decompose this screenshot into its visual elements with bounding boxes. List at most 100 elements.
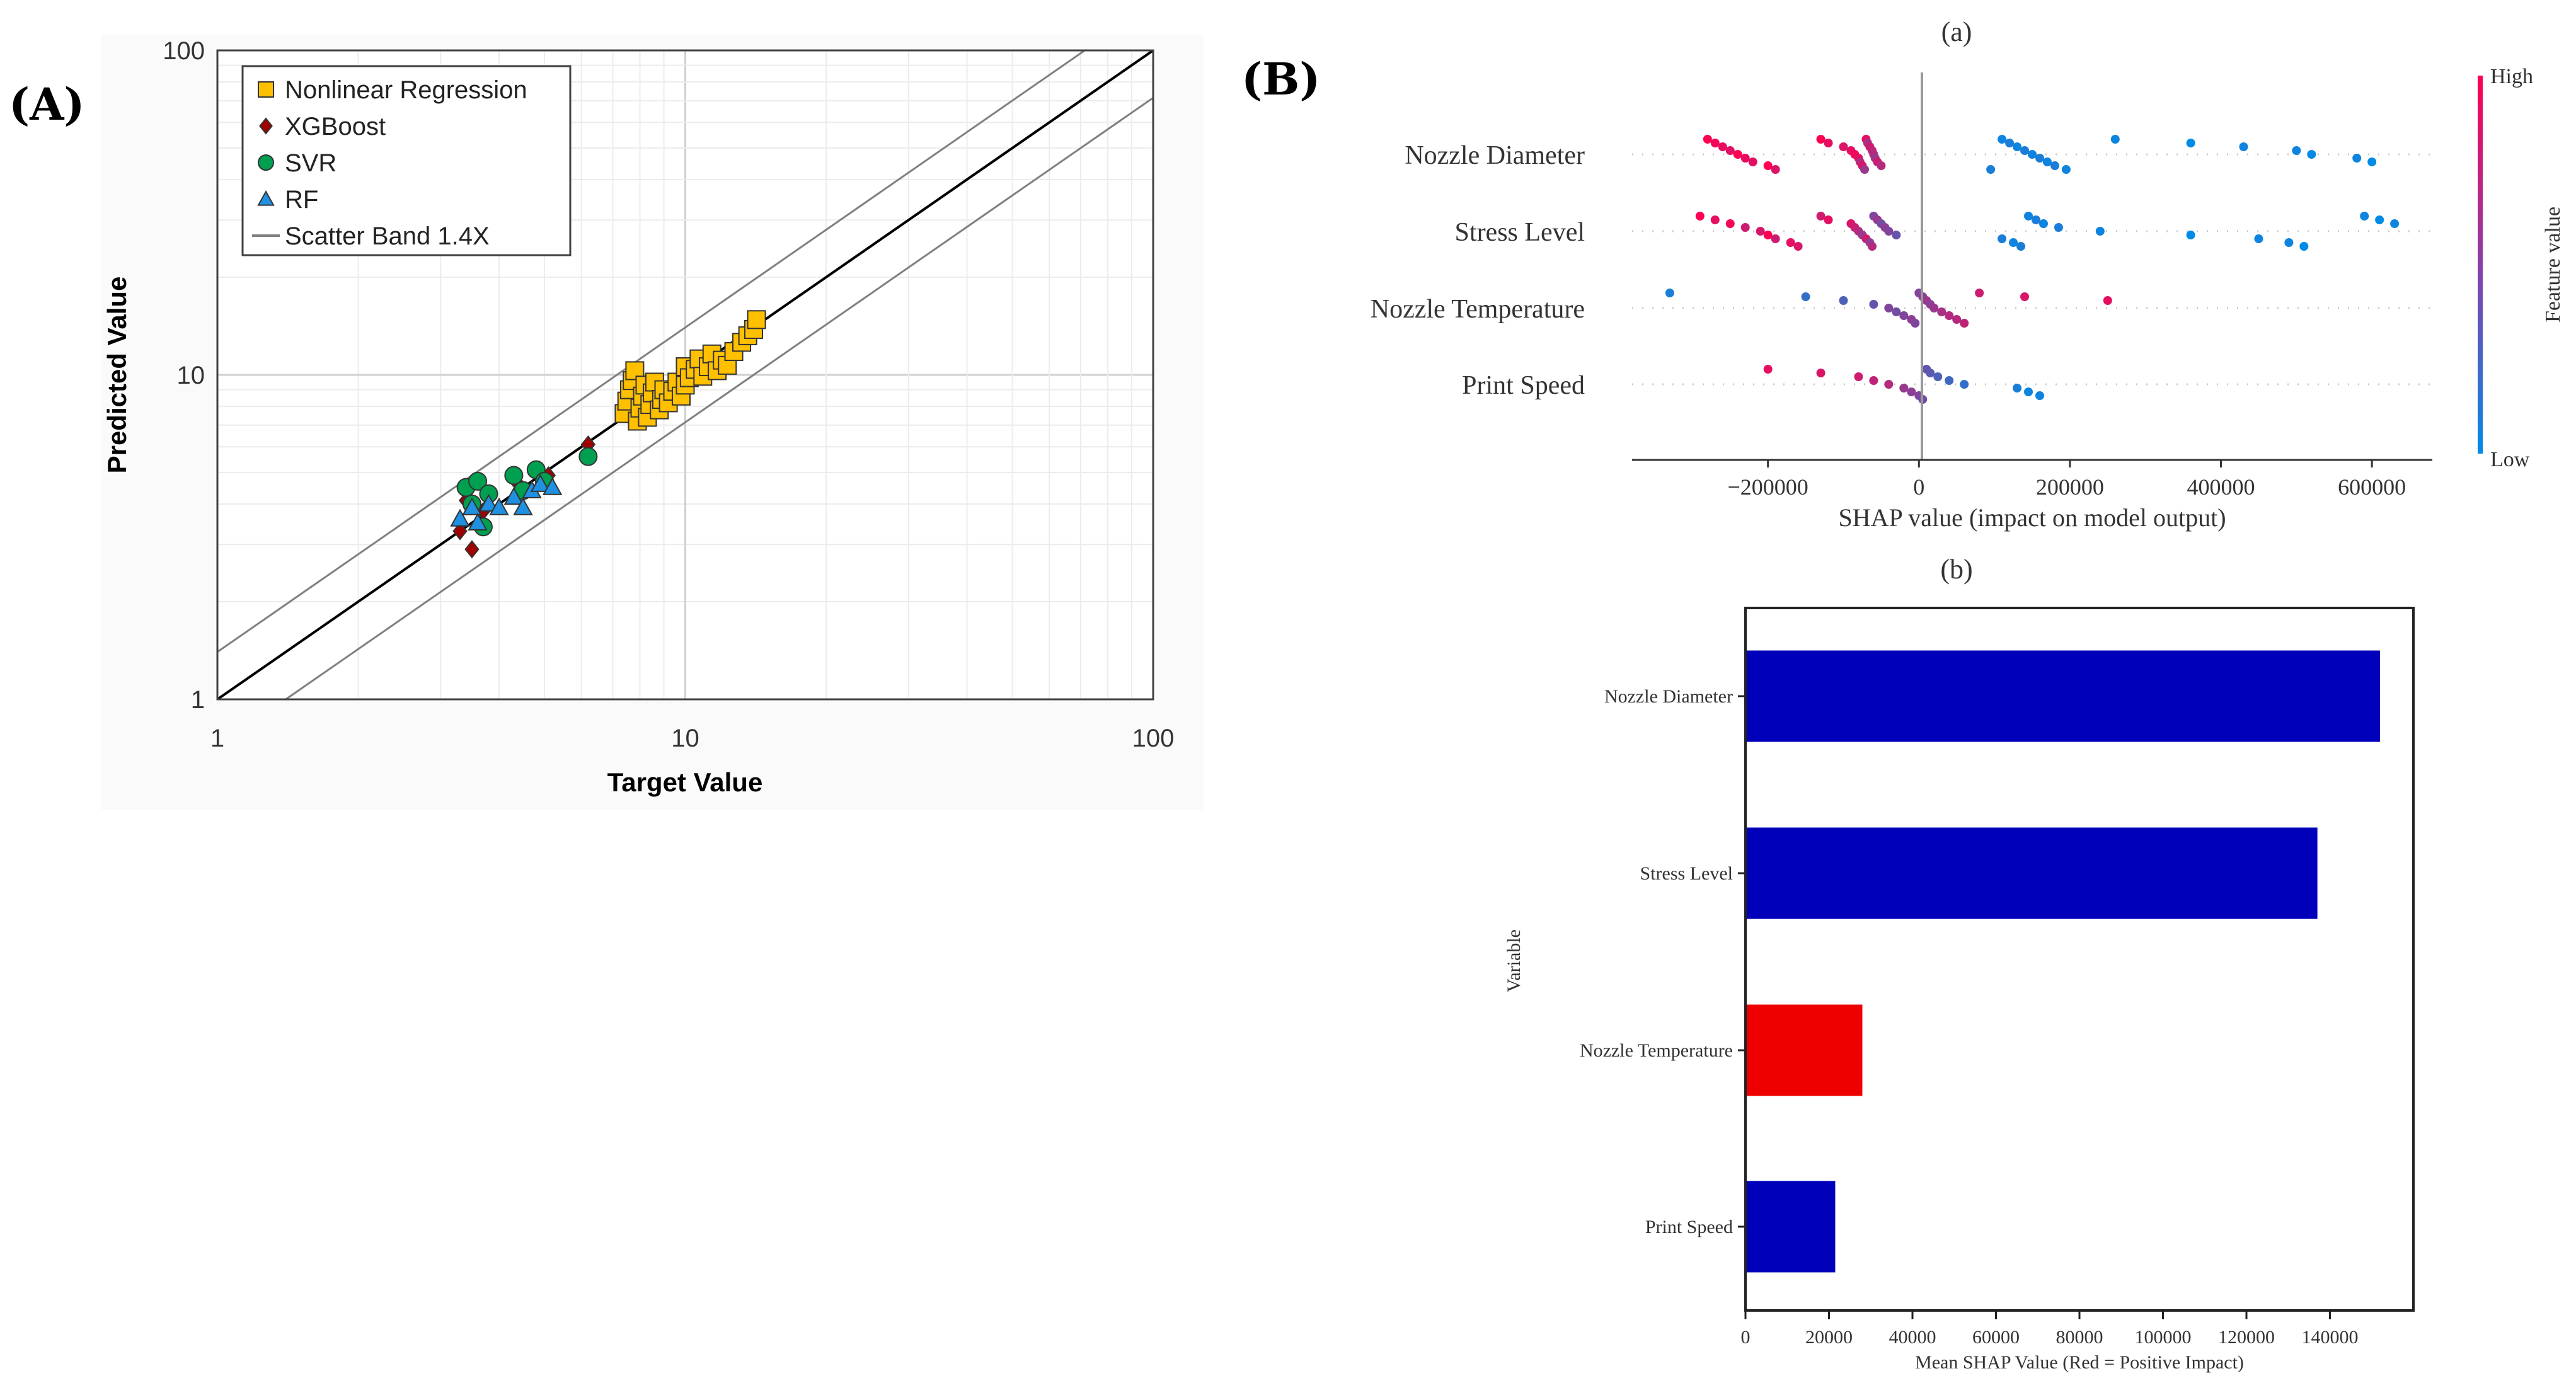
y-axis-label-a: Predicted Value xyxy=(102,277,132,474)
shap-point-print-speed xyxy=(1899,384,1909,393)
panel-label-b: (B) xyxy=(1241,53,1320,105)
category-label-nozzle-temperature: Nozzle Temperature xyxy=(1580,1040,1733,1061)
legend-box-a xyxy=(241,65,572,256)
y-axis-label-b-b: Variable xyxy=(1504,929,1524,992)
shap-point-nozzle-diameter xyxy=(2005,139,2015,147)
shap-point-print-speed xyxy=(1933,372,1943,381)
shap-point-nozzle-temperature xyxy=(2103,296,2112,305)
shap-point-nozzle-temperature xyxy=(1869,300,1878,309)
data-point-rf xyxy=(503,486,524,505)
legend-label-rf: RF xyxy=(285,186,318,214)
shap-point-nozzle-diameter xyxy=(1998,135,2007,144)
shap-point-stress-level xyxy=(1884,227,1894,236)
x-tick-label: 140000 xyxy=(2302,1327,2359,1348)
shap-point-print-speed xyxy=(1816,369,1826,377)
subtitle-b-a: (a) xyxy=(1941,16,1972,47)
shap-point-nozzle-temperature xyxy=(1884,304,1894,312)
data-point-svr xyxy=(468,471,488,491)
y-tick-label: 100 xyxy=(163,37,205,65)
data-point-nonlinear-regression xyxy=(747,310,766,330)
data-point-rf xyxy=(513,497,533,515)
shap-point-print-speed xyxy=(1926,369,1935,377)
shap-point-nozzle-diameter xyxy=(1986,165,1996,174)
bar-nozzle-diameter xyxy=(1745,650,2380,742)
shap-point-nozzle-diameter xyxy=(2020,146,2030,155)
legend-label-xgboost: XGBoost xyxy=(285,113,386,140)
legend-a: Nonlinear Regression XGBoost SVR RF Scatter … xyxy=(241,65,572,256)
bar-stress-level xyxy=(1745,827,2318,919)
shap-point-nozzle-diameter xyxy=(2307,150,2316,159)
shap-point-nozzle-temperature xyxy=(1975,289,1984,297)
colorbar-high-label: High xyxy=(2490,65,2533,88)
shap-point-nozzle-temperature xyxy=(1801,292,1810,301)
shap-point-stress-level xyxy=(1786,238,1795,247)
shap-point-nozzle-temperature xyxy=(1911,319,1920,328)
shap-point-nozzle-diameter xyxy=(2028,150,2037,159)
shap-point-nozzle-diameter xyxy=(1839,142,1848,151)
shap-point-nozzle-temperature xyxy=(2020,292,2030,301)
shap-point-nozzle-diameter xyxy=(1725,146,1735,155)
x-tick-label: 100000 xyxy=(2135,1327,2192,1348)
shap-point-nozzle-diameter xyxy=(1816,135,1826,144)
x-tick-label: 0 xyxy=(1913,474,1924,500)
shap-point-nozzle-diameter xyxy=(1877,161,1886,170)
data-point-xgboost xyxy=(452,522,468,541)
shap-point-stress-level xyxy=(1892,231,1901,239)
legend-marker-nonlinear-regression xyxy=(258,81,274,98)
shap-point-stress-level xyxy=(2016,242,2026,251)
shap-point-stress-level xyxy=(2299,242,2309,251)
bars: Nozzle Diameter Stress Level Nozzle Temper… xyxy=(1580,650,2380,1273)
shap-point-nozzle-diameter xyxy=(2110,135,2120,144)
shap-point-nozzle-diameter xyxy=(2050,161,2059,170)
shap-point-nozzle-diameter xyxy=(2035,154,2044,163)
legend-marker-xgboost xyxy=(259,117,273,135)
feature-label-nozzle-diameter: Nozzle Diameter xyxy=(1405,141,1585,170)
x-tick-label: 0 xyxy=(1741,1327,1751,1348)
shap-point-nozzle-diameter xyxy=(1740,154,1750,163)
shap-point-nozzle-diameter xyxy=(2239,142,2248,151)
legend-label-svr: SVR xyxy=(285,149,336,177)
x-tick-label: 40000 xyxy=(1889,1327,1936,1348)
shap-point-nozzle-temperature xyxy=(1899,311,1909,320)
tick-labels-a: 1 10 100 1 10 100 xyxy=(163,37,1174,752)
shap-point-nozzle-diameter xyxy=(2367,158,2377,166)
x-tick-label: 120000 xyxy=(2218,1327,2275,1348)
shap-point-nozzle-diameter xyxy=(1718,142,1727,151)
colorbar xyxy=(2478,76,2483,454)
chart-b-mean-shap: (b) Nozzle Diameter Stress Level Nozzle Te… xyxy=(1504,554,2415,1373)
shap-point-stress-level xyxy=(1793,242,1803,251)
shap-point-nozzle-temperature xyxy=(1952,315,1962,324)
shap-point-stress-level xyxy=(1740,223,1750,232)
shap-point-stress-level xyxy=(2186,231,2195,239)
subtitle-b-b: (b) xyxy=(1940,554,1972,585)
shap-rows: Nozzle Diameter Stress Level Nozzle Temper… xyxy=(1371,135,2432,404)
shap-point-nozzle-temperature xyxy=(1929,304,1939,312)
shap-point-print-speed xyxy=(1945,376,1954,385)
shap-point-nozzle-diameter xyxy=(1771,165,1780,174)
shap-point-stress-level xyxy=(2284,238,2294,247)
shap-point-stress-level xyxy=(2360,212,2369,221)
shap-point-nozzle-temperature xyxy=(1937,307,1946,316)
shap-point-nozzle-temperature xyxy=(1839,296,1848,305)
category-label-nozzle-diameter: Nozzle Diameter xyxy=(1604,686,1733,707)
data-point-rf xyxy=(478,493,499,512)
x-axis-label-a: Target Value xyxy=(607,767,763,797)
x-tick-label: 1 xyxy=(210,725,224,752)
shap-point-nozzle-diameter xyxy=(2292,146,2301,155)
x-tick-label: −200000 xyxy=(1728,474,1808,500)
shap-point-nozzle-diameter xyxy=(1703,135,1712,144)
shap-point-nozzle-diameter xyxy=(1710,139,1720,147)
shap-point-stress-level xyxy=(2024,212,2033,221)
shap-point-nozzle-diameter xyxy=(2042,158,2052,166)
shap-point-print-speed xyxy=(1854,372,1863,381)
grid-a xyxy=(217,50,1153,699)
shap-point-print-speed xyxy=(1907,387,1916,396)
legend-marker-svr xyxy=(258,154,274,171)
chart-a: 1 10 100 1 10 100 Target Value Predicted Valu… xyxy=(101,35,1204,810)
shap-point-stress-level xyxy=(1725,219,1735,228)
legend-label-scatter-band-1-4x: Scatter Band 1.4X xyxy=(285,222,490,250)
category-label-stress-level: Stress Level xyxy=(1640,863,1733,884)
shap-point-stress-level xyxy=(1763,231,1773,239)
shap-point-nozzle-temperature xyxy=(1892,307,1901,316)
shap-point-stress-level xyxy=(1695,212,1705,221)
